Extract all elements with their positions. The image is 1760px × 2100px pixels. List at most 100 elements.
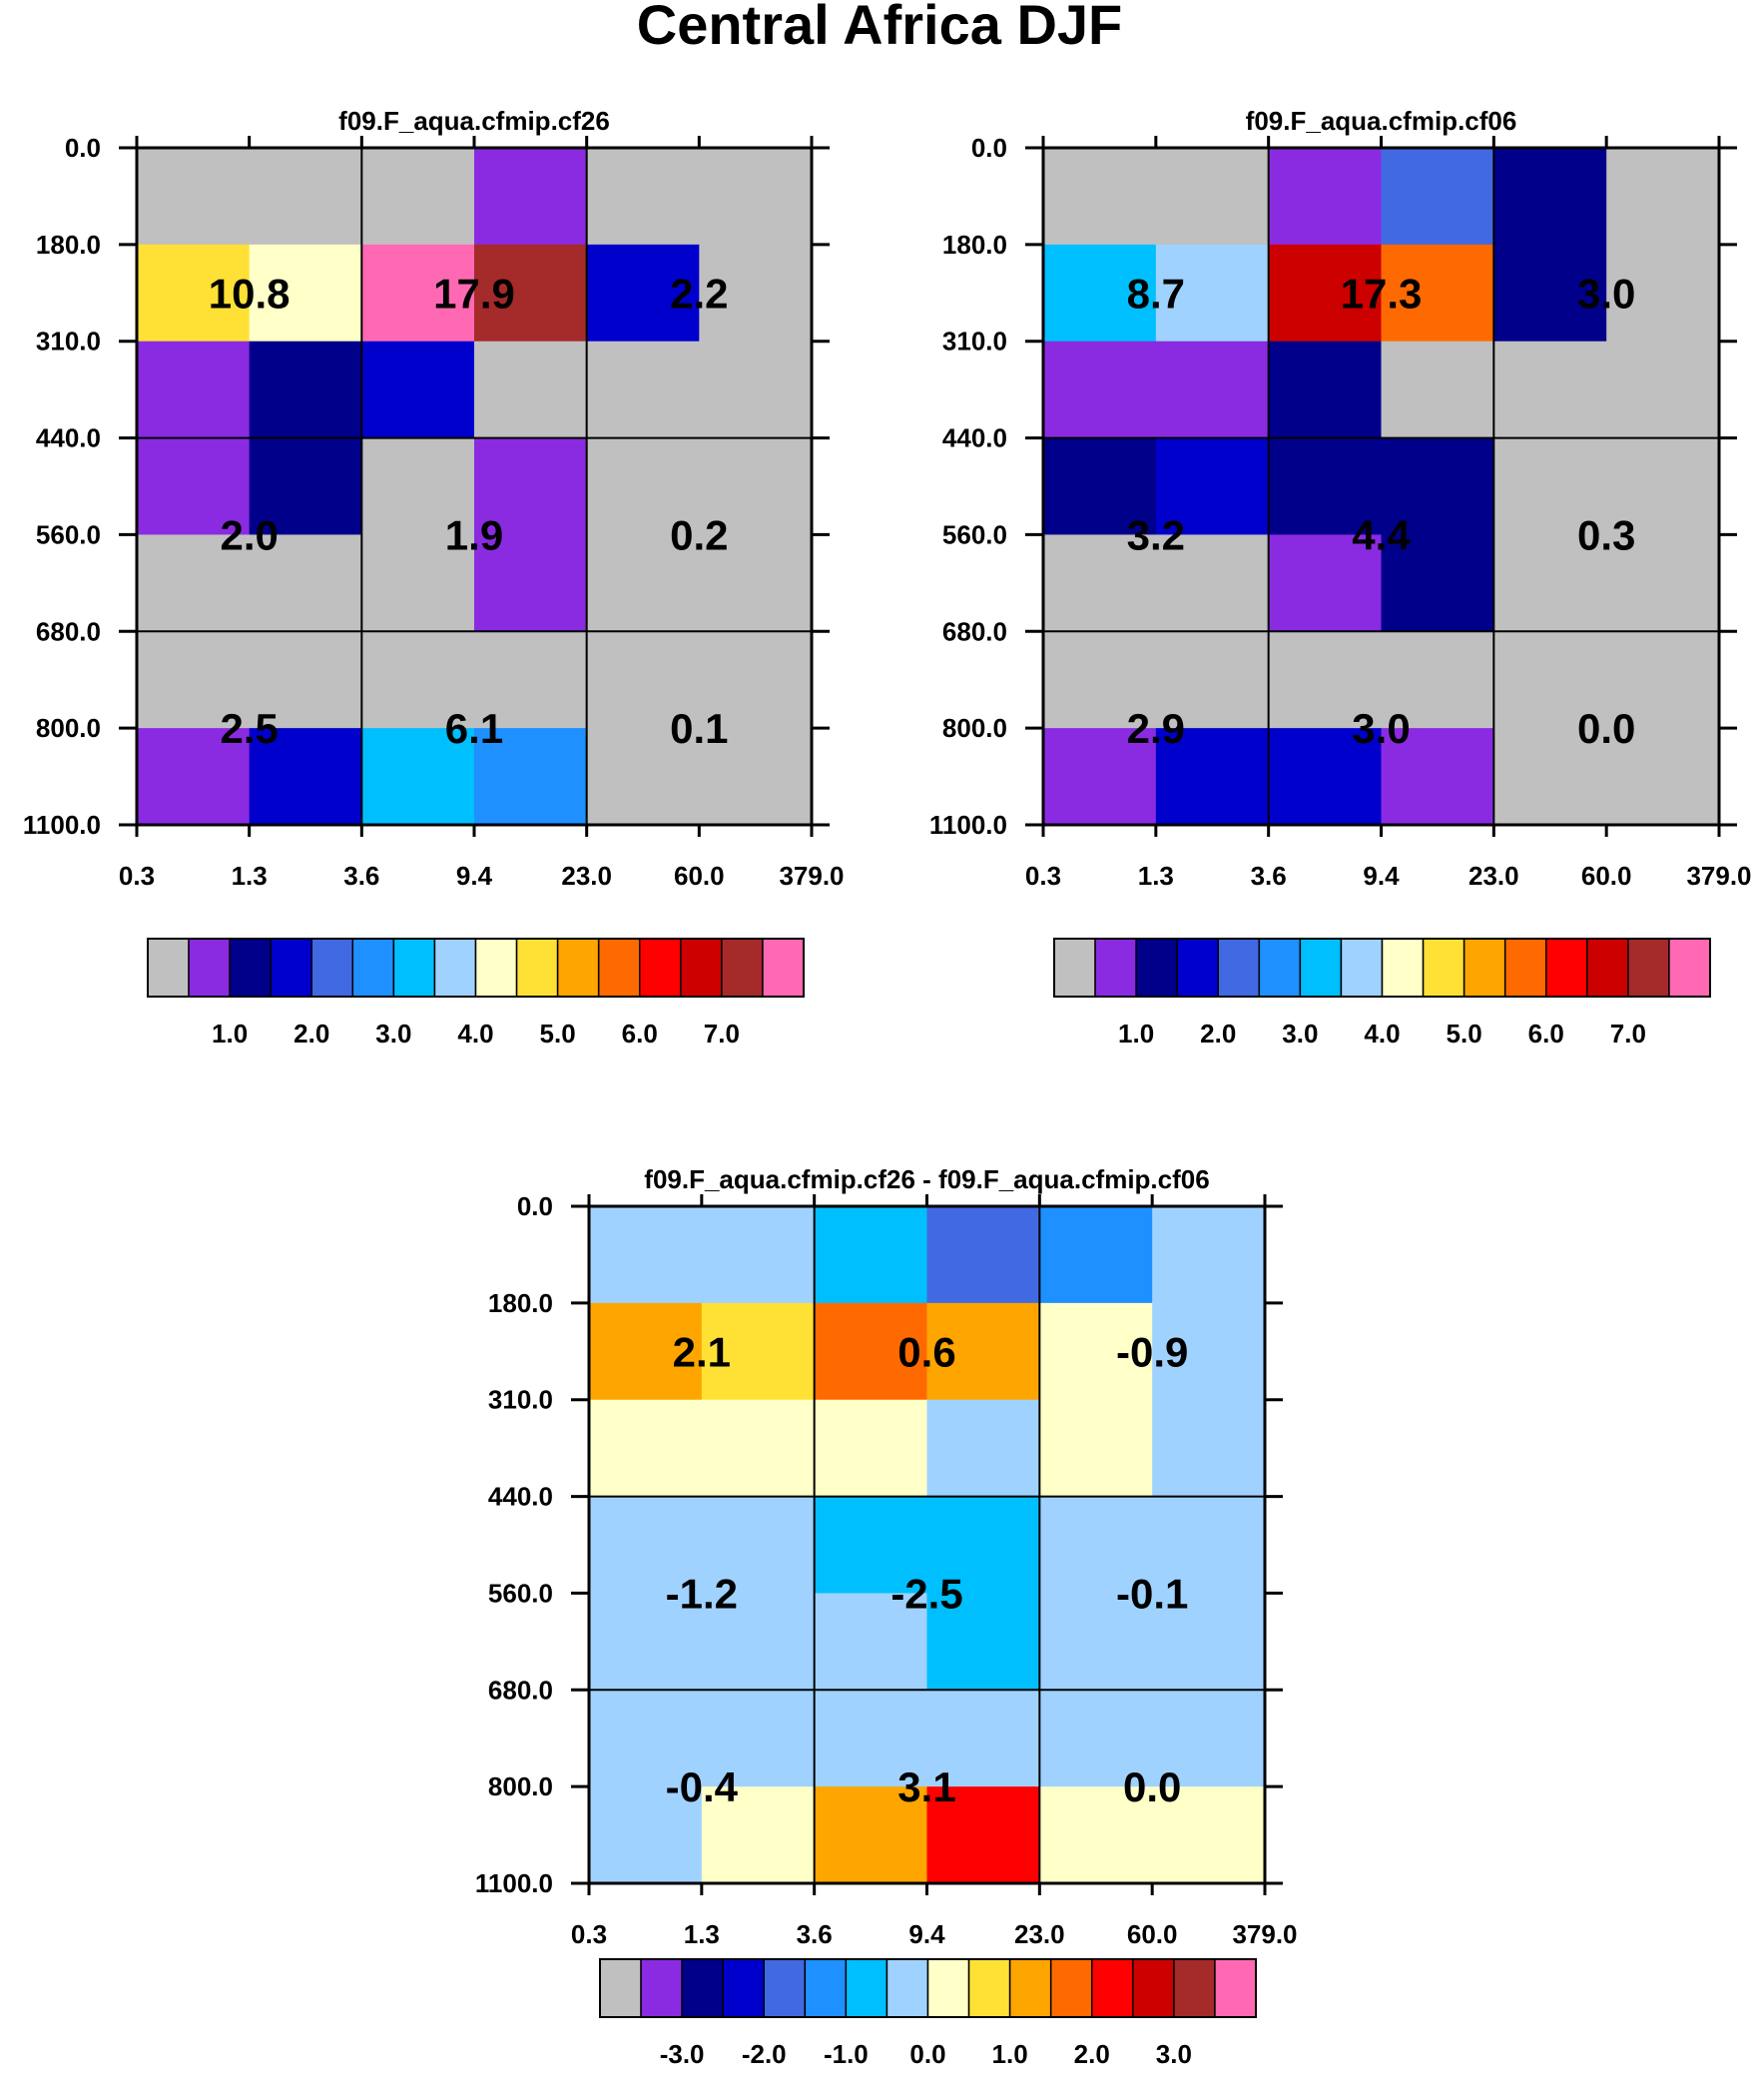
colorbar-box (392, 938, 436, 998)
box-value-label: 3.2 (1127, 511, 1185, 558)
heatmap-cell (589, 1786, 703, 1884)
colorbar-box (1586, 938, 1629, 998)
heatmap-cell (361, 244, 475, 343)
heatmap-cell (699, 244, 813, 343)
x-tick-label: 379.0 (1686, 861, 1751, 891)
heatmap-cell (1606, 631, 1720, 729)
colorbar-frame (147, 938, 805, 998)
colorbar-box (270, 938, 312, 998)
x-tick-label: 3.6 (797, 1919, 833, 1949)
heatmap-cell (1152, 1690, 1266, 1787)
heatmap-cell (1155, 437, 1270, 536)
heatmap-cell (926, 1302, 1040, 1401)
colorbar-frame (599, 1958, 1257, 2018)
colorbar-label: 6.0 (1528, 1019, 1564, 1049)
colorbar-box (1503, 938, 1547, 998)
box-value-label: 3.0 (1577, 270, 1635, 317)
x-tick-label: 60.0 (674, 861, 725, 891)
heatmap-cell (1152, 1302, 1266, 1401)
heatmap-cell (1606, 244, 1720, 343)
heatmap-cell (586, 631, 700, 729)
heatmap-cell (699, 341, 813, 439)
y-tick-label: 0.0 (65, 133, 101, 163)
colorbar-box (1135, 938, 1178, 998)
colorbar-box (433, 938, 477, 998)
heatmap-cell (1155, 631, 1270, 729)
heatmap-cell (1039, 1399, 1153, 1498)
colorbar-box (1214, 1958, 1257, 2018)
heatmap-cell (137, 148, 251, 246)
heatmap-cell (249, 244, 362, 343)
x-tick-label: 0.3 (1025, 861, 1061, 891)
y-tick-label: 560.0 (36, 519, 101, 549)
heatmap-cell (1155, 341, 1270, 439)
heatmap-cell (137, 244, 251, 343)
colorbar-box (1094, 938, 1137, 998)
colorbar-label: 4.0 (1364, 1019, 1400, 1049)
colorbar-box (1340, 938, 1384, 998)
colorbar-box (188, 938, 231, 998)
heatmap-cell (1152, 1206, 1266, 1304)
heatmap-cell (1493, 437, 1607, 536)
box-value-label: 17.9 (433, 270, 515, 317)
panels: f09.F_aqua.cfmip.cf26 0.3 1.3 3.6 9.4 23.0 60.… (23, 106, 1752, 2069)
x-tick-label: 23.0 (561, 861, 612, 891)
box-value-label: 0.1 (670, 705, 728, 752)
colorbar-box (639, 938, 682, 998)
heatmap-cell (1493, 534, 1607, 632)
colorbar-box (681, 1958, 724, 2018)
y-tick-label: 680.0 (488, 1675, 553, 1705)
colorbar-box (351, 938, 395, 998)
colorbar-frame (1053, 938, 1711, 998)
heatmap-cell (586, 148, 700, 246)
heatmap-cell (589, 1690, 703, 1787)
heatmap-cell (589, 1496, 703, 1595)
box-value-label: 2.9 (1127, 705, 1185, 752)
heatmap-cell (474, 341, 588, 439)
heatmap-cell (1606, 341, 1720, 439)
colorbar-box (474, 938, 518, 998)
heatmap-cell (1381, 244, 1494, 343)
heatmap-cell (361, 728, 475, 826)
colorbar-box (1299, 938, 1343, 998)
box-value-label: 10.8 (209, 270, 291, 317)
box-value-label: 2.2 (670, 270, 728, 317)
colorbar-box (1258, 938, 1302, 998)
box-value-label: 2.5 (220, 705, 278, 752)
y-tick-label: 180.0 (36, 230, 101, 260)
x-tick-label: 379.0 (1232, 1919, 1297, 1949)
heatmap-cell (814, 1302, 928, 1401)
y-tick-label: 310.0 (488, 1385, 553, 1415)
heatmap-cell (926, 1593, 1040, 1691)
y-tick-label: 800.0 (36, 713, 101, 743)
heatmap-cell (249, 534, 362, 632)
colorbar-box (1132, 1958, 1175, 2018)
heatmap-cell (1268, 341, 1383, 439)
heatmap-cell (589, 1206, 703, 1304)
colorbar-box (556, 938, 600, 998)
colorbar-label: -3.0 (660, 2039, 705, 2069)
box-value-label: -0.1 (1116, 1570, 1188, 1617)
colorbar-label: -2.0 (742, 2039, 787, 2069)
box-value-label: 0.2 (670, 511, 728, 558)
box-value-label: 0.6 (897, 1328, 955, 1375)
box-value-label: 2.1 (673, 1328, 731, 1375)
colorbar-box (763, 1958, 807, 2018)
heatmap-cell (589, 1302, 703, 1401)
heatmap-cell (1268, 728, 1383, 826)
heatmap-cell (474, 631, 588, 729)
y-tick-label: 440.0 (942, 423, 1007, 453)
colorbar-label: 7.0 (704, 1019, 740, 1049)
heatmap-cell (361, 341, 475, 439)
heatmap-cell (1268, 534, 1383, 632)
heatmap-cell (137, 534, 251, 632)
heatmap-cell (1039, 1206, 1153, 1304)
y-tick-label: 310.0 (942, 327, 1007, 356)
heatmap-cell (699, 631, 813, 729)
heatmap-cell (1039, 1690, 1153, 1787)
heatmap-cell (249, 631, 362, 729)
heatmap-cell (1493, 631, 1607, 729)
panel-3: f09.F_aqua.cfmip.cf26 - f09.F_aqua.cfmip… (475, 1164, 1298, 2069)
colorbar-label: -1.0 (824, 2039, 869, 2069)
